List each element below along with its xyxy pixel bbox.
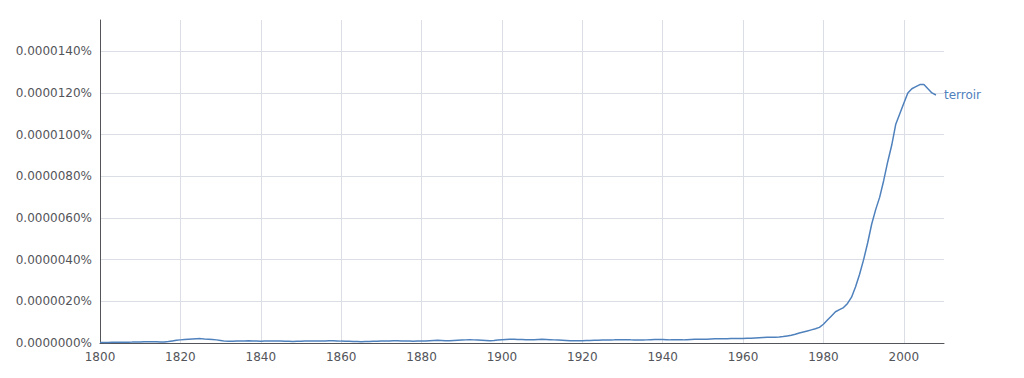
svg-text:0.0000000%: 0.0000000% [16,336,92,350]
svg-text:1940: 1940 [647,350,678,364]
svg-text:0.0000060%: 0.0000060% [16,211,92,225]
svg-text:0.0000140%: 0.0000140% [16,44,92,58]
svg-text:0.0000120%: 0.0000120% [16,86,92,100]
svg-text:1960: 1960 [728,350,759,364]
svg-text:1920: 1920 [567,350,598,364]
svg-text:0.0000020%: 0.0000020% [16,294,92,308]
svg-text:1860: 1860 [326,350,357,364]
svg-text:1980: 1980 [808,350,839,364]
svg-text:1880: 1880 [406,350,437,364]
svg-text:2000: 2000 [889,350,920,364]
svg-text:1820: 1820 [165,350,196,364]
svg-text:0.0000040%: 0.0000040% [16,253,92,267]
svg-text:0.0000100%: 0.0000100% [16,128,92,142]
svg-text:0.0000080%: 0.0000080% [16,169,92,183]
svg-text:1840: 1840 [245,350,276,364]
svg-text:1800: 1800 [85,350,116,364]
svg-text:terroir: terroir [944,88,981,102]
svg-text:1900: 1900 [487,350,518,364]
